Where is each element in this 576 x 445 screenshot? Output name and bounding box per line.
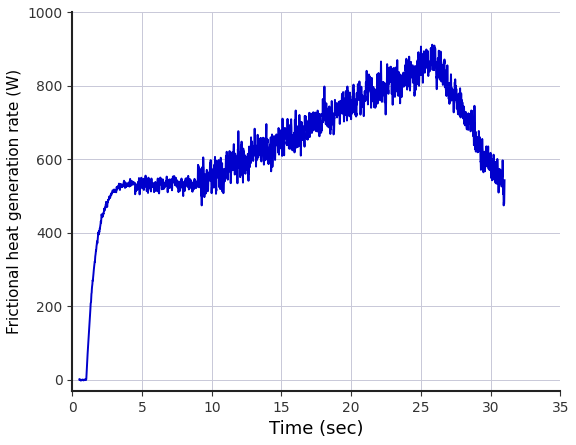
X-axis label: Time (sec): Time (sec) xyxy=(269,420,363,438)
Y-axis label: Frictional heat generation rate (W): Frictional heat generation rate (W) xyxy=(7,69,22,334)
